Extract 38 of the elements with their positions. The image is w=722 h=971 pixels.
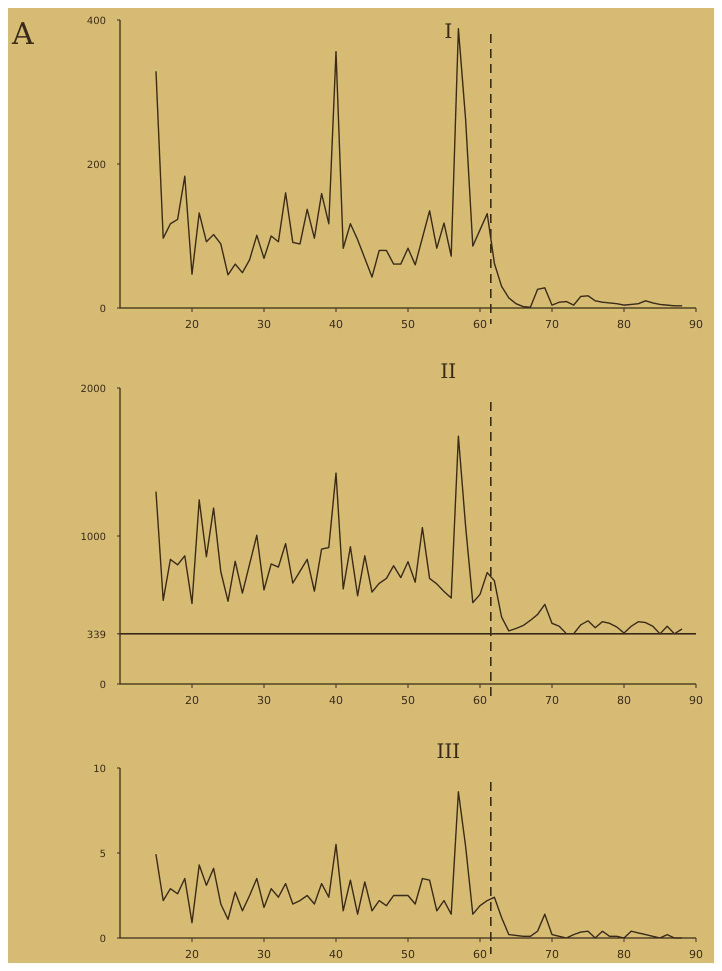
x-tick-label: 90	[689, 318, 703, 331]
y-tick-label: 0	[100, 934, 106, 945]
x-tick-label: 30	[257, 948, 271, 961]
x-tick-label: 20	[185, 694, 199, 707]
x-tick-label: 30	[257, 318, 271, 331]
x-tick-label: 50	[401, 694, 415, 707]
x-tick-label: 80	[617, 948, 631, 961]
x-tick-label: 50	[401, 318, 415, 331]
x-tick-label: 40	[329, 948, 343, 961]
y-tick-label: 1000	[80, 532, 106, 543]
x-tick-label: 30	[257, 694, 271, 707]
x-tick-label: 80	[617, 318, 631, 331]
x-tick-label: 70	[545, 948, 559, 961]
x-tick-label: 70	[545, 694, 559, 707]
x-tick-label: 40	[329, 318, 343, 331]
x-tick-label: 60	[473, 694, 487, 707]
x-tick-label: 90	[689, 694, 703, 707]
x-tick-label: 20	[185, 948, 199, 961]
x-tick-label: 80	[617, 694, 631, 707]
y-tick-label: 339	[86, 630, 106, 641]
y-tick-label: 10	[93, 764, 106, 775]
y-tick-label: 400	[86, 16, 106, 27]
x-tick-label: 60	[473, 948, 487, 961]
chart-title: II	[440, 359, 456, 383]
x-tick-label: 90	[689, 948, 703, 961]
y-tick-label: 5	[100, 849, 106, 860]
x-tick-label: 60	[473, 318, 487, 331]
text: A	[11, 17, 34, 52]
x-tick-label: 40	[329, 694, 343, 707]
y-tick-label: 2000	[80, 384, 106, 395]
x-tick-label: 70	[545, 318, 559, 331]
y-tick-label: 200	[86, 160, 106, 171]
x-tick-label: 50	[401, 948, 415, 961]
chart-title: I	[444, 19, 452, 43]
y-tick-label: 0	[100, 304, 106, 315]
chart-title: III	[436, 739, 460, 763]
x-tick-label: 20	[185, 318, 199, 331]
y-tick-label: 0	[100, 680, 106, 691]
